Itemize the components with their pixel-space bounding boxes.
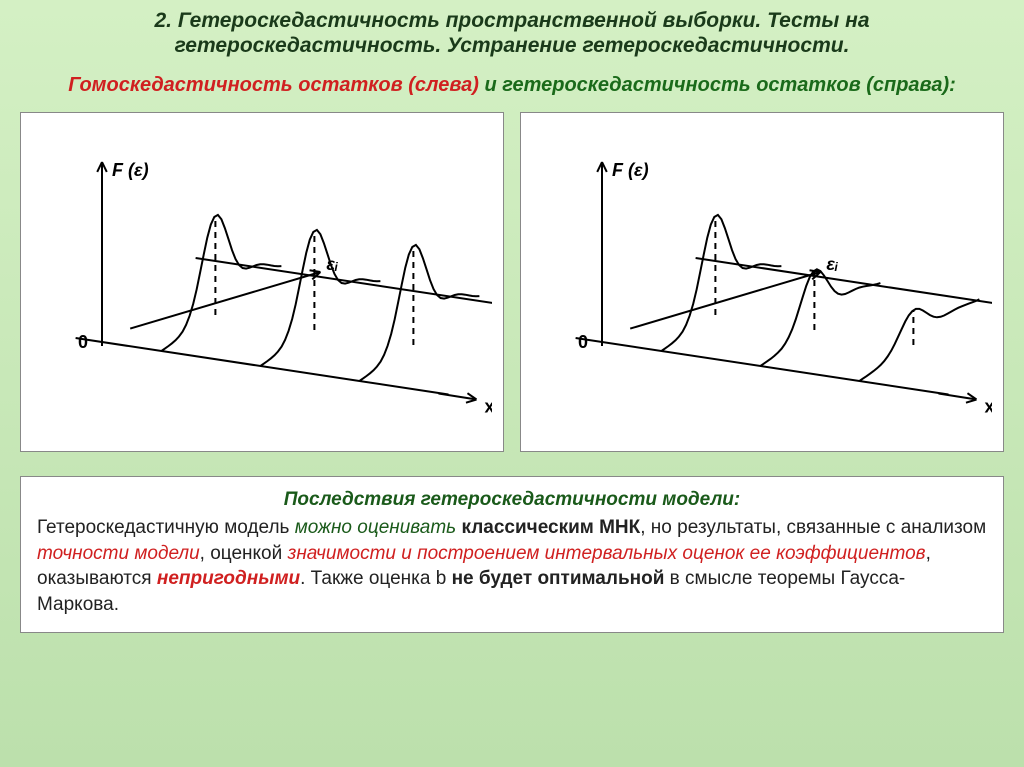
svg-text:F (ε): F (ε) xyxy=(612,160,649,180)
svg-text:0: 0 xyxy=(78,332,88,352)
text-red: значимости и построением интервальных оц… xyxy=(288,543,926,564)
text: , оценкой xyxy=(200,543,288,564)
text: Гетероскедастичную модель xyxy=(37,517,295,538)
consequences-body: Гетероскедастичную модель можно оцениват… xyxy=(37,515,987,618)
subtitle-sep: и xyxy=(479,74,502,96)
diagram-homoscedastic: xF (ε)εᵢ0 xyxy=(20,112,504,452)
svg-text:x: x xyxy=(985,397,993,417)
svg-text:F (ε): F (ε) xyxy=(112,160,149,180)
subtitle-right: гетероскедастичность остатков (справа): xyxy=(502,74,956,96)
svg-text:0: 0 xyxy=(578,332,588,352)
subtitle-left: Гомоскедастичность остатков (слева) xyxy=(68,74,479,96)
svg-text:x: x xyxy=(485,397,493,417)
text-bold: не будет оптимальной xyxy=(452,568,665,589)
svg-text:εᵢ: εᵢ xyxy=(826,254,838,274)
text-bold-red: непригодными xyxy=(157,568,300,589)
slide-subtitle: Гомоскедастичность остатков (слева) и ге… xyxy=(20,72,1004,98)
slide-title: 2. Гетероскедастичность пространственной… xyxy=(20,8,1004,58)
text: . Также оценка b xyxy=(300,568,451,589)
text-emph: можно оценивать xyxy=(295,517,456,538)
text-red: точности модели xyxy=(37,543,200,564)
consequences-heading: Последствия гетероскедастичности модели: xyxy=(37,487,987,513)
text: , но результаты, связанные с анализом xyxy=(640,517,986,538)
diagram-row: x F (ε) εᵢ 0 x F (ε) εᵢ 0 xyxy=(20,112,1004,452)
diagram-heteroscedastic: x F (ε) εᵢ 0 xyxy=(520,112,1004,452)
text-bold: классическим МНК xyxy=(456,517,640,538)
consequences-box: Последствия гетероскедастичности модели:… xyxy=(20,476,1004,632)
